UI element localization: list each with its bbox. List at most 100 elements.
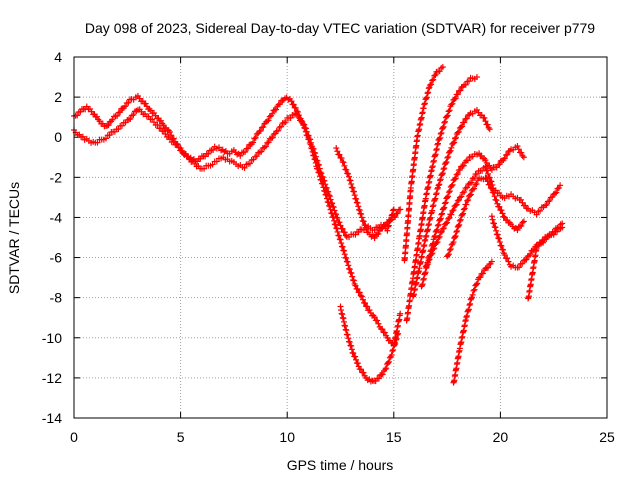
data-point [379, 326, 386, 333]
data-point [251, 135, 258, 142]
data-point [436, 181, 443, 188]
data-point [425, 89, 432, 96]
data-point [537, 207, 544, 214]
data-point [483, 175, 490, 182]
data-point [298, 117, 305, 124]
data-point [498, 242, 505, 249]
data-point [209, 161, 216, 168]
data-point [125, 99, 132, 106]
data-point [428, 251, 435, 258]
data-point [554, 228, 561, 235]
data-point [439, 124, 446, 131]
y-tick-label: -2 [50, 169, 63, 185]
data-point [455, 222, 462, 229]
data-point [315, 162, 322, 169]
data-point [348, 181, 355, 188]
data-point [494, 231, 501, 238]
data-point [325, 188, 332, 195]
data-point [443, 113, 450, 120]
data-point [341, 247, 348, 254]
plot-frame [73, 56, 608, 419]
y-tick-label: -6 [50, 250, 63, 266]
data-point [74, 112, 81, 119]
data-point [500, 246, 507, 253]
data-point [357, 366, 364, 373]
data-point [445, 252, 452, 259]
data-points [71, 64, 566, 386]
data-point [446, 215, 453, 222]
data-point [431, 72, 438, 79]
data-point [533, 211, 540, 218]
data-point [427, 82, 434, 89]
data-point [441, 119, 448, 126]
data-point [443, 158, 450, 165]
data-point [436, 216, 443, 223]
data-point [326, 193, 333, 200]
data-point [431, 233, 438, 240]
data-point [537, 240, 544, 247]
data-point [423, 94, 430, 101]
data-point [551, 190, 558, 197]
data-point [455, 128, 462, 135]
data-point [345, 170, 352, 177]
data-point [520, 218, 527, 225]
data-point [392, 214, 399, 221]
data-point [327, 196, 334, 203]
data-point [484, 178, 491, 185]
data-point [434, 226, 441, 233]
data-point [424, 90, 431, 97]
data-point [397, 310, 404, 317]
data-point [425, 85, 432, 92]
data-point [157, 117, 164, 124]
data-point [504, 151, 511, 158]
data-point [482, 157, 489, 164]
data-point [333, 211, 340, 218]
data-point [303, 128, 310, 135]
data-point [290, 101, 297, 108]
data-point [356, 207, 363, 214]
data-point [452, 135, 459, 142]
data-point [436, 177, 443, 184]
data-point [488, 185, 495, 192]
data-point [106, 132, 113, 139]
data-point [448, 101, 455, 108]
data-point [437, 229, 444, 236]
data-point [353, 356, 360, 363]
data-point [333, 145, 340, 152]
data-point [339, 243, 346, 250]
data-point [425, 257, 432, 264]
data-point [213, 158, 220, 165]
data-point [375, 230, 382, 237]
data-point [312, 150, 319, 157]
data-point [500, 213, 507, 220]
y-tick-label: -12 [42, 370, 62, 386]
data-point [481, 114, 488, 121]
data-point [312, 153, 319, 160]
data-point [546, 197, 553, 204]
data-point [447, 147, 454, 154]
data-point [433, 240, 440, 247]
data-point [460, 162, 467, 169]
x-tick-label: 5 [177, 429, 185, 445]
data-point [428, 81, 435, 88]
data-point [421, 101, 428, 108]
data-point [446, 107, 453, 114]
data-point [423, 262, 430, 269]
data-point [433, 227, 440, 234]
data-point [473, 170, 480, 177]
data-point [449, 100, 456, 107]
data-point [499, 210, 506, 217]
data-point [307, 136, 314, 143]
data-point [447, 245, 454, 252]
x-tick-label: 20 [493, 429, 509, 445]
data-point [440, 225, 447, 232]
data-point [253, 153, 260, 160]
data-point [122, 103, 129, 110]
data-point [346, 266, 353, 273]
data-point [154, 121, 161, 128]
data-point [438, 211, 445, 218]
x-tick-label: 25 [599, 429, 615, 445]
data-point [351, 192, 358, 199]
data-point [436, 233, 443, 240]
data-point [444, 154, 451, 161]
